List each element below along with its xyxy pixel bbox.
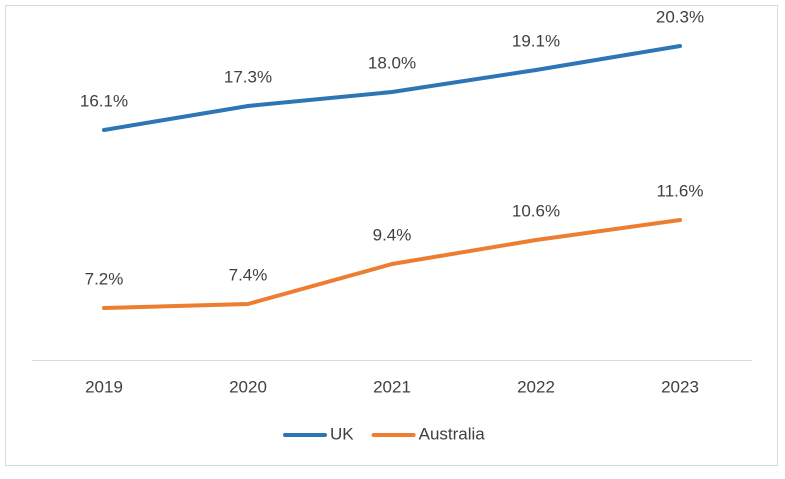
data-label: 18.0% <box>368 53 416 72</box>
data-label: 7.4% <box>229 265 268 284</box>
data-label: 20.3% <box>656 7 704 26</box>
data-label: 10.6% <box>512 201 560 220</box>
x-tick-label: 2020 <box>229 377 267 396</box>
data-label: 7.2% <box>85 269 124 288</box>
data-label: 9.4% <box>373 225 412 244</box>
data-label: 16.1% <box>80 91 128 110</box>
legend-label: UK <box>330 424 354 443</box>
chart-border <box>5 5 778 466</box>
series-line <box>102 218 682 310</box>
x-tick-label: 2021 <box>373 377 411 396</box>
x-tick-label: 2022 <box>517 377 555 396</box>
data-label: 19.1% <box>512 31 560 50</box>
legend-label: Australia <box>419 424 486 443</box>
x-tick-label: 2019 <box>85 377 123 396</box>
series-line <box>102 44 682 132</box>
x-tick-label: 2023 <box>661 377 699 396</box>
data-label: 17.3% <box>224 67 272 86</box>
data-label: 11.6% <box>657 181 704 200</box>
